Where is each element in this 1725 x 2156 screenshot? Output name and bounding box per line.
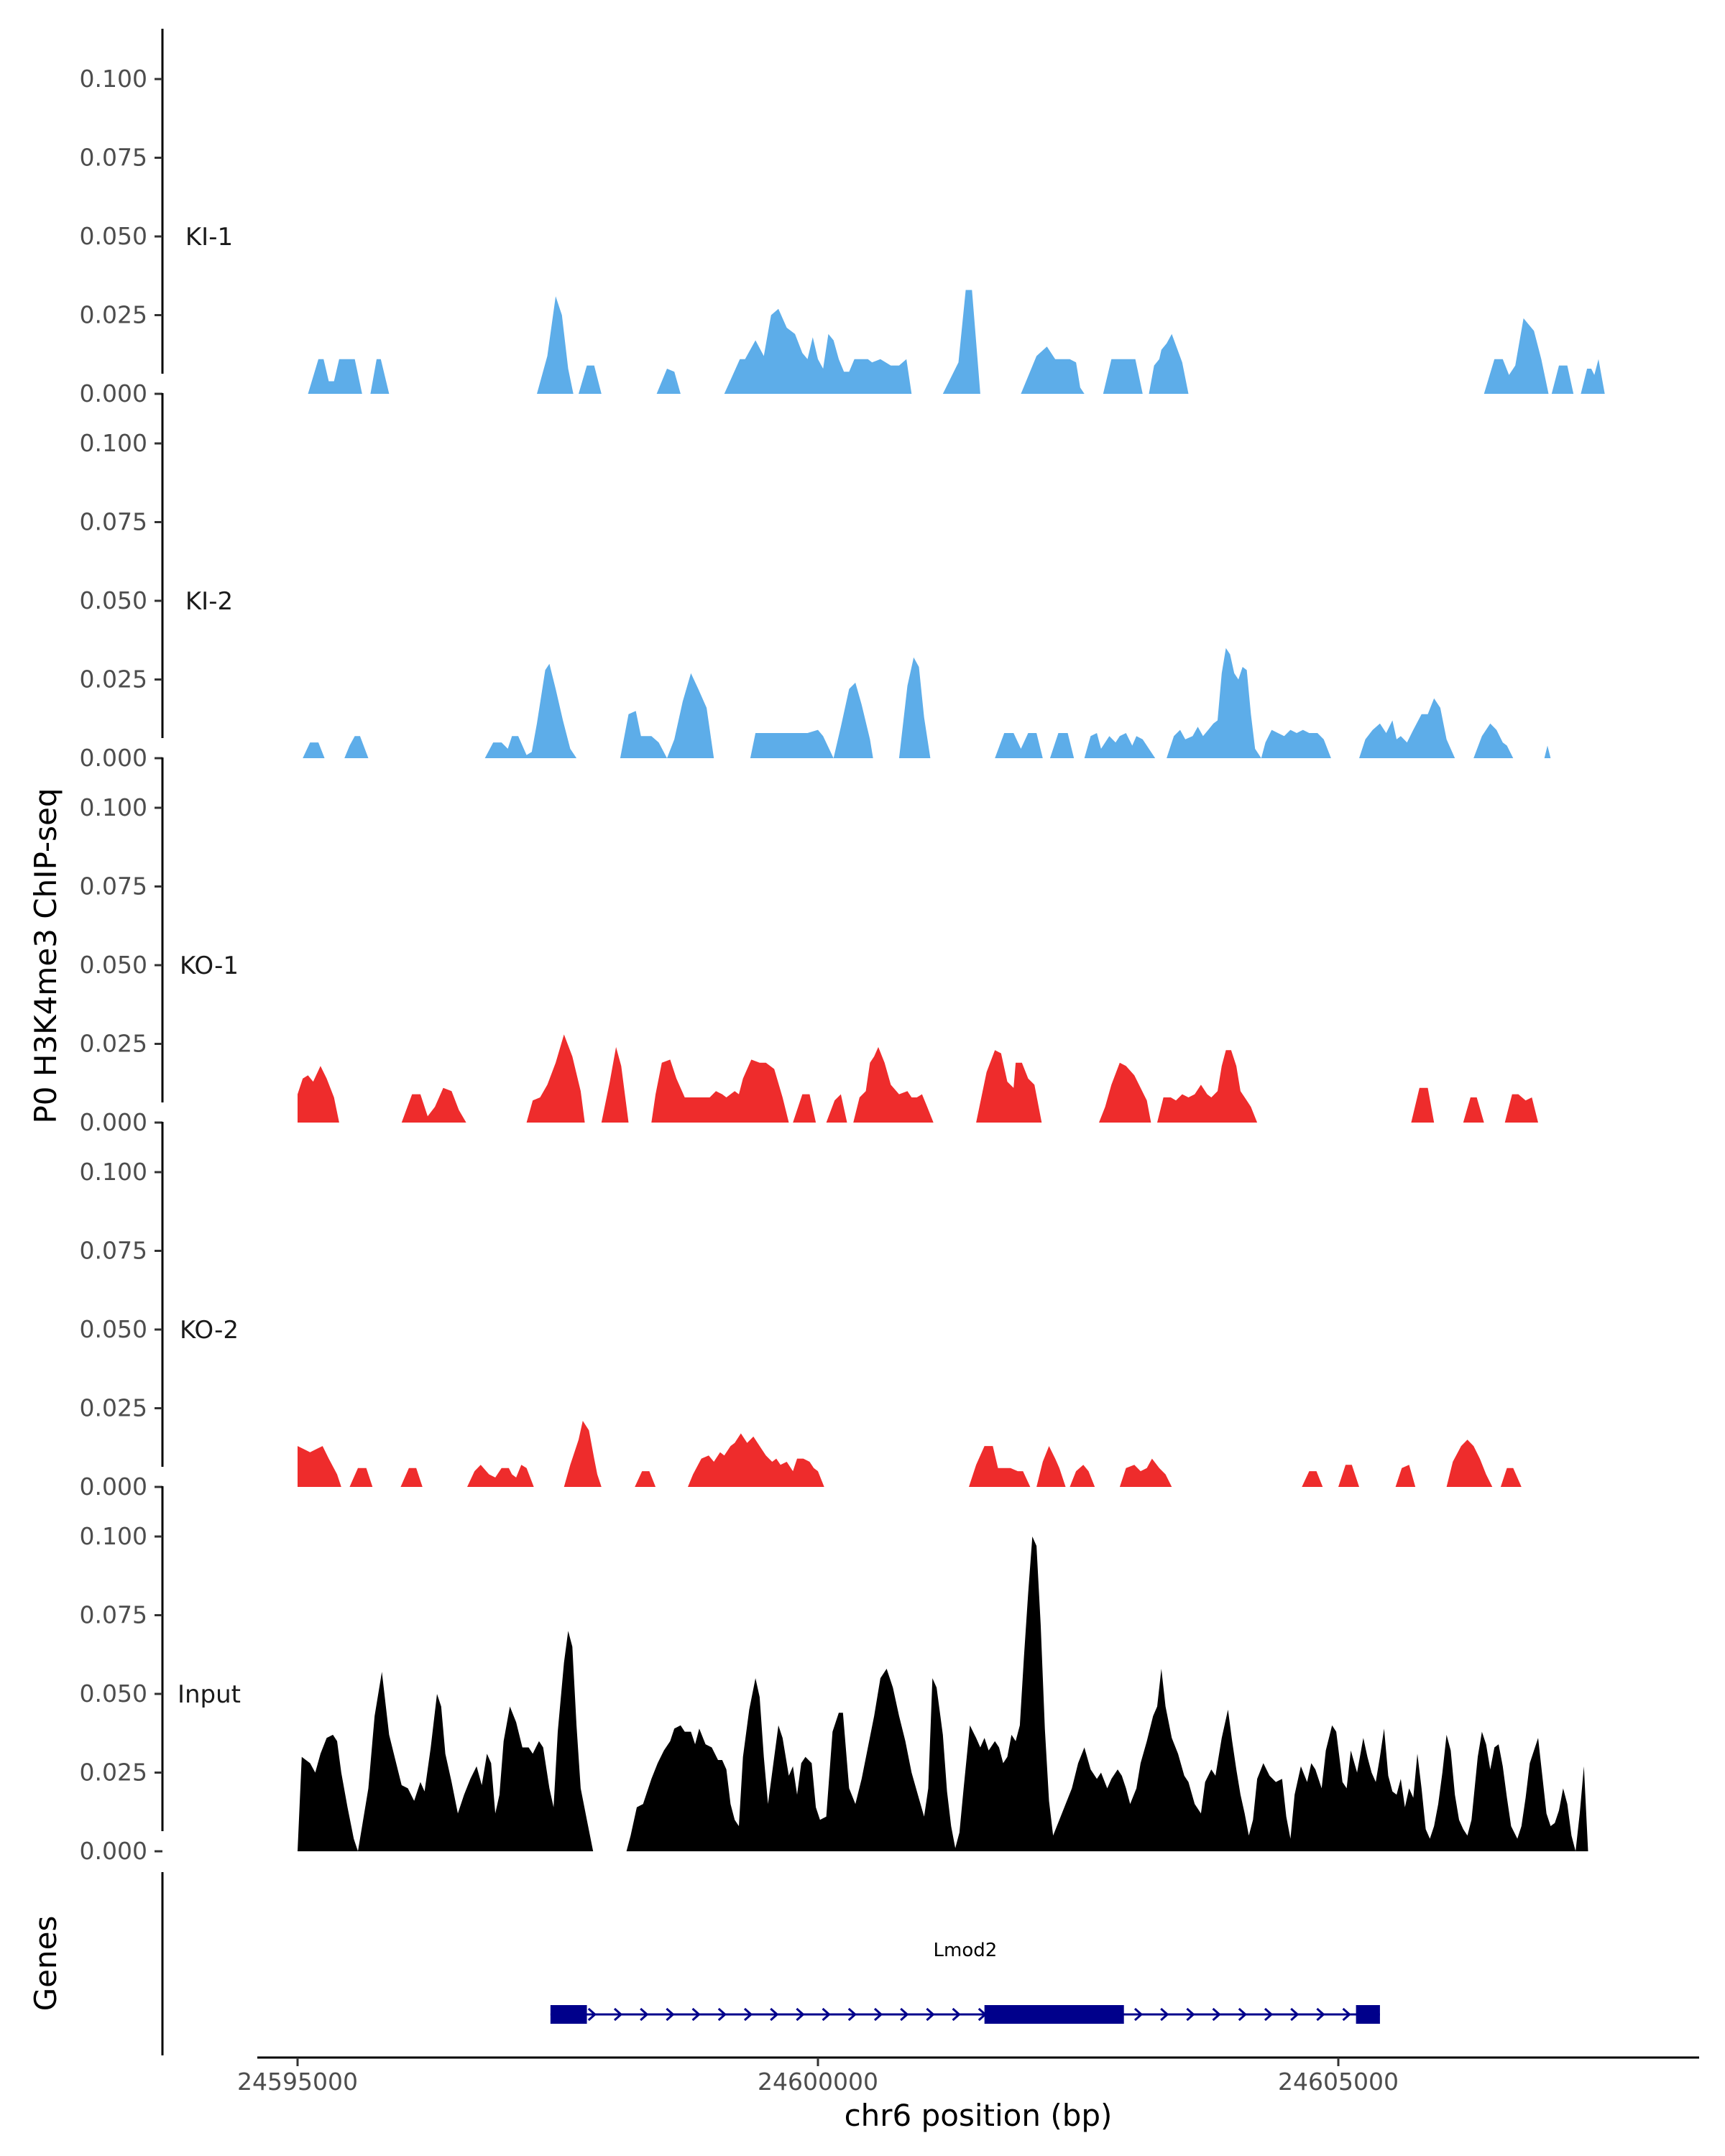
strand-arrow-icon <box>717 2007 727 2022</box>
y-tick-label-ki-2: 0.050 <box>80 586 147 614</box>
x-tick-label: 24595000 <box>237 2068 358 2096</box>
y-tick-label-ko-2: 0.075 <box>80 1237 147 1265</box>
y-tick-label-ki-1: 0.100 <box>80 65 147 93</box>
y-tick-label-ko-2: 0.050 <box>80 1315 147 1343</box>
y-tick-label-ko-2: 0.000 <box>80 1473 147 1501</box>
y-tick-label-ki-2: 0.100 <box>80 429 147 457</box>
y-tick-label-ki-2: 0.025 <box>80 665 147 694</box>
track-label-ki-2: KI-2 <box>185 587 233 616</box>
area-input <box>298 1537 1588 1851</box>
track-input: 0.000 0.025 0.050 0.075 0.100 Input <box>80 1486 1588 1865</box>
x-axis-title: chr6 position (bp) <box>845 2098 1113 2133</box>
x-tick-label: 24605000 <box>1278 2068 1399 2096</box>
strand-arrow-icon <box>640 2007 649 2022</box>
y-tick-label-ko-1: 0.050 <box>80 951 147 979</box>
y-tick-label-ki-2: 0.075 <box>80 508 147 536</box>
strand-arrow-icon <box>847 2007 857 2022</box>
y-tick-label-input: 0.075 <box>80 1601 147 1629</box>
track-label-ko-2: KO-2 <box>180 1316 239 1345</box>
strand-arrow-icon <box>691 2007 701 2022</box>
strand-arrow-icon <box>1160 2007 1169 2022</box>
strand-arrow-icon <box>666 2007 675 2022</box>
strand-arrow-icon <box>1290 2007 1300 2022</box>
genes-track: Lmod2 <box>161 1872 1380 2055</box>
strand-arrow-icon <box>822 2007 831 2022</box>
strand-arrow-icon <box>1316 2007 1325 2022</box>
y-tick-label-ki-1: 0.075 <box>80 144 147 172</box>
strand-arrow-icon <box>613 2007 623 2022</box>
x-ticks: 24595000 24600000 24605000 <box>237 2058 1399 2096</box>
area-ko-2 <box>298 1421 1522 1487</box>
strand-arrow-icon <box>743 2007 753 2022</box>
y-tick-label-ko-1: 0.025 <box>80 1030 147 1058</box>
strand-arrow-icon <box>1342 2007 1351 2022</box>
area-ki-2 <box>303 648 1551 758</box>
track-ki-2: 0.000 0.025 0.050 0.075 0.100 KI-2 <box>80 393 1551 772</box>
strand-arrow-icon <box>1238 2007 1248 2022</box>
tracks-group: 0.0000.0250.0500.0750.100KI-10.0000.0250… <box>80 29 1605 1865</box>
track-ko-1: 0.000 0.025 0.050 0.075 0.100 KO-1 <box>80 757 1538 1136</box>
track-ko-2: 0.000 0.025 0.050 0.075 0.100 KO-2 <box>80 1122 1522 1501</box>
y-tick-label-ki-1: 0.050 <box>80 222 147 250</box>
gene-exon <box>550 2005 587 2024</box>
strand-arrow-icon <box>873 2007 883 2022</box>
area-ki-1 <box>308 290 1605 394</box>
track-ki-1: 0.000 0.025 0.050 0.075 0.100 KI-1 <box>80 29 1605 407</box>
y-tick-label-ko-2: 0.100 <box>80 1158 147 1186</box>
strand-arrow-icon <box>1186 2007 1195 2022</box>
strand-arrow-icon <box>952 2007 961 2022</box>
y-tick-label-ko-1: 0.000 <box>80 1108 147 1136</box>
y-tick-label-ki-1: 0.000 <box>80 379 147 407</box>
strand-arrow-icon <box>796 2007 805 2022</box>
gene-exon <box>984 2005 1124 2024</box>
genes-track-title: Genes <box>28 1916 63 2012</box>
strand-arrow-icon <box>900 2007 909 2022</box>
y-axis-title: P0 H3K4me3 ChIP-seq <box>28 788 63 1123</box>
strand-arrow-icon <box>1212 2007 1221 2022</box>
x-axis: 24595000 24600000 24605000 chr6 position (… <box>237 2056 1699 2133</box>
y-tick-label-ki-1: 0.025 <box>80 301 147 329</box>
strand-arrow-icon <box>926 2007 935 2022</box>
gene-exon <box>1356 2005 1380 2024</box>
y-tick-label-input: 0.000 <box>80 1837 147 1865</box>
gene-name-label: Lmod2 <box>934 1940 998 1961</box>
track-label-input: Input <box>178 1680 241 1709</box>
track-label-ko-1: KO-1 <box>180 952 239 980</box>
y-tick-label-ko-2: 0.025 <box>80 1394 147 1422</box>
y-tick-label-ki-2: 0.000 <box>80 744 147 772</box>
strand-arrow-icon <box>1133 2007 1144 2022</box>
strand-arrow-icon <box>1264 2007 1274 2022</box>
y-tick-label-ko-1: 0.075 <box>80 872 147 900</box>
x-tick-label: 24600000 <box>758 2068 878 2096</box>
gene-model <box>550 2005 1380 2024</box>
y-tick-label-input: 0.100 <box>80 1522 147 1550</box>
y-tick-label-ko-1: 0.100 <box>80 793 147 821</box>
track-label-ki-1: KI-1 <box>185 223 233 252</box>
strand-arrow-icon <box>587 2007 597 2022</box>
y-tick-label-input: 0.050 <box>80 1680 147 1708</box>
y-tick-label-input: 0.025 <box>80 1759 147 1787</box>
strand-arrow-icon <box>770 2007 779 2022</box>
area-ko-1 <box>298 1034 1538 1123</box>
